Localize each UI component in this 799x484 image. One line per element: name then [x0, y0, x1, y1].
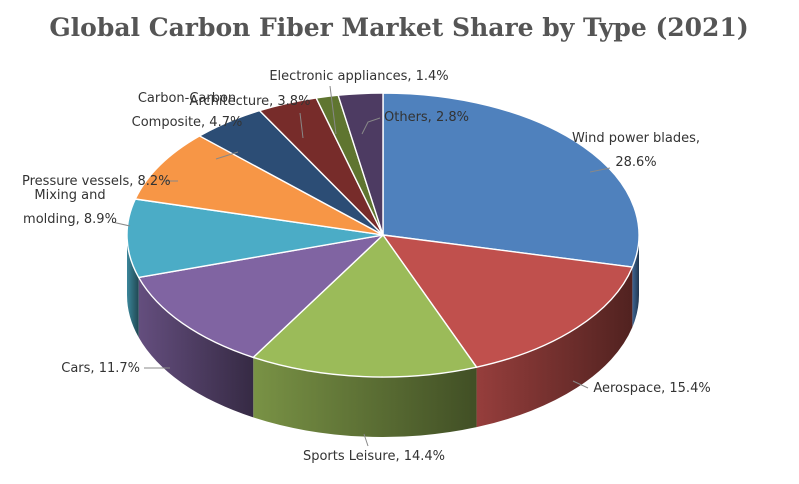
slice-label-line: Cars, 11.7%: [61, 361, 140, 376]
pie-slice-2: [252, 234, 478, 378]
pie-slice-4: [126, 198, 384, 279]
label-leaders: [111, 85, 611, 447]
slice-label-line: Composite, 4.7%: [132, 115, 243, 130]
slice-label-line: Wind power blades,: [572, 131, 700, 146]
pie-slice-9: [337, 92, 384, 236]
pie-side-4: [127, 235, 139, 338]
label-leader-8: [329, 85, 337, 135]
slice-label-line: molding, 8.9%: [23, 212, 117, 227]
slice-label-line: Sports Leisure, 14.4%: [303, 449, 445, 464]
slice-label-3: Cars, 11.7%: [61, 361, 140, 376]
label-leader-2: [363, 433, 369, 447]
slice-label-4: Mixing and molding, 8.9%: [23, 188, 117, 227]
slice-label-line: Electronic appliances, 1.4%: [269, 69, 448, 84]
slice-label-1: Aerospace, 15.4%: [593, 381, 710, 396]
slice-label-2: Sports Leisure, 14.4%: [303, 449, 445, 464]
slice-label-6: Carbon-Carbon Composite, 4.7%: [132, 91, 243, 130]
pie-side-0: [632, 235, 639, 328]
label-leader-4: [111, 221, 131, 227]
label-leader-9: [361, 117, 381, 135]
slice-label-line: Architecture, 3.8%: [190, 94, 311, 109]
label-leader-1: [572, 380, 589, 389]
pie-slice-0: [382, 92, 640, 268]
pie-slices: [126, 92, 640, 378]
slice-label-line: Pressure vessels, 8.2%: [22, 174, 171, 189]
slice-label-0: Wind power blades, 28.6%: [572, 131, 700, 170]
slice-label-5: Pressure vessels, 8.2%: [22, 174, 171, 189]
slice-label-line: Mixing and: [34, 188, 105, 203]
label-leader-7: [299, 112, 304, 139]
slice-label-line: Aerospace, 15.4%: [593, 381, 710, 396]
slice-label-line: Carbon-Carbon: [138, 91, 236, 106]
slice-label-9: Others, 2.8%: [384, 110, 469, 125]
slice-label-8: Electronic appliances, 1.4%: [269, 69, 448, 84]
slice-label-7: Architecture, 3.8%: [190, 94, 311, 109]
slice-label-line: 28.6%: [615, 155, 656, 170]
pie-slice-1: [382, 234, 634, 368]
slice-label-line: Others, 2.8%: [384, 110, 469, 125]
label-leader-0: [589, 167, 611, 173]
label-leader-6: [215, 151, 239, 160]
pie-side-2: [253, 357, 477, 438]
pie-slice-5: [134, 135, 384, 236]
pie-side-1: [476, 267, 633, 428]
chart-title: Global Carbon Fiber Market Share by Type…: [49, 13, 748, 42]
pie-slice-3: [137, 234, 384, 359]
slice-labels: Wind power blades, 28.6% Aerospace, 15.4% S…: [22, 69, 711, 464]
